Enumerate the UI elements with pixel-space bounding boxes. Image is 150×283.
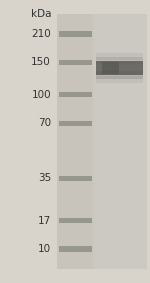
FancyBboxPatch shape <box>96 71 142 78</box>
Text: 17: 17 <box>38 216 51 226</box>
FancyBboxPatch shape <box>96 61 142 75</box>
FancyBboxPatch shape <box>58 218 92 223</box>
FancyBboxPatch shape <box>58 246 92 252</box>
Text: 210: 210 <box>31 29 51 39</box>
Text: 10: 10 <box>38 244 51 254</box>
FancyBboxPatch shape <box>58 176 92 181</box>
Text: 100: 100 <box>31 90 51 100</box>
FancyBboxPatch shape <box>102 62 119 74</box>
FancyBboxPatch shape <box>96 53 142 60</box>
FancyBboxPatch shape <box>58 31 92 37</box>
FancyBboxPatch shape <box>57 14 147 269</box>
FancyBboxPatch shape <box>94 14 147 269</box>
Text: 35: 35 <box>38 173 51 183</box>
FancyBboxPatch shape <box>58 121 92 126</box>
Text: 150: 150 <box>31 57 51 67</box>
FancyBboxPatch shape <box>57 14 93 269</box>
FancyBboxPatch shape <box>58 60 92 65</box>
FancyBboxPatch shape <box>58 92 92 97</box>
Text: kDa: kDa <box>30 9 51 19</box>
FancyBboxPatch shape <box>96 76 142 83</box>
Text: 70: 70 <box>38 118 51 128</box>
FancyBboxPatch shape <box>96 57 142 64</box>
